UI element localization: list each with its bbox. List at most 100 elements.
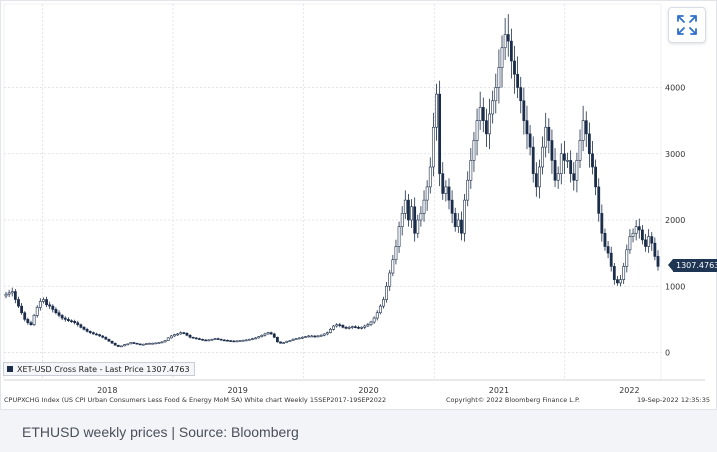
candle-body xyxy=(201,338,204,341)
expand-button[interactable] xyxy=(668,7,706,43)
candle-body xyxy=(597,186,601,214)
candle-body xyxy=(260,334,264,337)
candle-body xyxy=(538,166,541,188)
x-tick-label: 2019 xyxy=(228,386,248,395)
candle-body xyxy=(63,317,67,320)
x-tick-label: 2018 xyxy=(97,386,117,395)
candle-body xyxy=(95,333,98,336)
candle-body xyxy=(650,236,654,244)
candle-body xyxy=(285,340,289,343)
candle-body xyxy=(422,199,426,214)
candle-body xyxy=(332,325,335,330)
y-tick-label: 4000 xyxy=(665,84,685,93)
candle-body xyxy=(472,140,476,161)
candle-body xyxy=(594,166,598,188)
candle-body xyxy=(547,126,551,141)
candle-body xyxy=(438,93,442,174)
candle-body xyxy=(556,173,560,181)
candle-body xyxy=(644,239,647,247)
candle-body xyxy=(110,340,114,344)
candle-body xyxy=(54,309,58,314)
candle-body xyxy=(316,335,320,338)
candle-body xyxy=(603,232,607,247)
candle-body xyxy=(385,285,388,300)
candle-body xyxy=(335,324,339,327)
source-line: CPUPXCHG Index (US CPI Urban Consumers L… xyxy=(4,396,387,404)
candle-body xyxy=(276,336,279,343)
candle-body xyxy=(413,206,417,234)
candle-body xyxy=(107,338,111,342)
timestamp-text: 19-Sep-2022 12:35:35 xyxy=(637,396,711,404)
candle-body xyxy=(587,133,591,155)
candle-body xyxy=(600,213,604,234)
candle-body xyxy=(207,339,211,342)
candle-body xyxy=(500,47,504,68)
candle-body xyxy=(4,293,8,297)
candle-body xyxy=(313,335,317,338)
candle-body xyxy=(372,317,376,323)
candle-body xyxy=(176,333,179,336)
candle-body xyxy=(148,342,151,345)
candle-body xyxy=(216,338,220,340)
candle-body xyxy=(541,146,544,168)
candle-body xyxy=(509,40,513,62)
candle-body xyxy=(653,242,657,257)
candle-body xyxy=(444,186,448,194)
candle-body xyxy=(485,120,488,135)
candle-body xyxy=(581,120,585,141)
candle-body xyxy=(219,338,223,341)
candle-body xyxy=(419,213,423,221)
candle-body xyxy=(91,332,95,335)
candle-body xyxy=(70,320,73,323)
candle-body xyxy=(269,332,273,335)
candle-body xyxy=(416,219,420,234)
candle-body xyxy=(575,160,579,181)
candle-body xyxy=(631,232,635,237)
candle-body xyxy=(179,332,183,335)
candle-body xyxy=(378,305,382,314)
candle-body xyxy=(606,246,610,254)
candle-body xyxy=(634,226,638,234)
candle-body xyxy=(263,333,267,336)
candle-body xyxy=(341,325,345,328)
candle-body xyxy=(428,166,432,188)
candle-body xyxy=(450,199,454,214)
candle-body xyxy=(294,338,298,340)
candle-body xyxy=(322,333,326,336)
candle-body xyxy=(559,153,563,174)
candle-body xyxy=(584,120,588,135)
copyright-text: Copyright© 2022 Bloomberg Finance L.P. xyxy=(446,396,580,404)
candle-body xyxy=(42,299,45,302)
candle-body xyxy=(282,342,286,344)
candle-body xyxy=(628,236,632,251)
candle-body xyxy=(160,341,164,344)
price-chart: 0 1000 2000 3000 4000 2018 2019 2020 2021 2022 xyxy=(3,3,705,395)
candle-body xyxy=(304,336,307,338)
candle-body xyxy=(113,342,117,346)
candle-body xyxy=(79,324,83,328)
candle-body xyxy=(569,160,573,174)
candle-body xyxy=(388,272,392,287)
candle-body xyxy=(144,343,148,345)
candle-body xyxy=(51,305,55,310)
candle-body xyxy=(647,236,651,247)
candle-body xyxy=(534,173,538,188)
candle-body xyxy=(363,325,367,328)
candle-body xyxy=(222,339,226,342)
candle-body xyxy=(20,305,23,314)
candle-body xyxy=(166,337,170,341)
legend-swatch xyxy=(7,366,13,372)
candle-body xyxy=(563,153,566,161)
candle-body xyxy=(17,299,20,307)
candle-body xyxy=(88,330,92,333)
candle-body xyxy=(173,334,176,337)
expand-arrows-icon xyxy=(677,15,697,35)
candle-body xyxy=(441,173,445,194)
candle-body xyxy=(622,266,626,280)
candle-body xyxy=(185,332,189,336)
candle-body xyxy=(491,100,495,115)
candle-body xyxy=(475,120,479,141)
x-tick-label: 2021 xyxy=(489,386,509,395)
candle-body xyxy=(591,153,594,168)
candle-body xyxy=(403,199,407,214)
